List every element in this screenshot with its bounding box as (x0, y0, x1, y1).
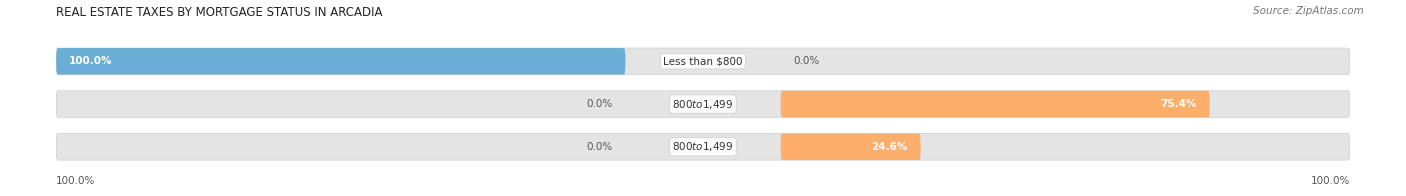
FancyBboxPatch shape (56, 48, 626, 74)
FancyBboxPatch shape (780, 91, 1209, 117)
Text: 100.0%: 100.0% (56, 176, 96, 186)
Text: 75.4%: 75.4% (1160, 99, 1197, 109)
FancyBboxPatch shape (56, 48, 1350, 74)
FancyBboxPatch shape (56, 91, 1350, 117)
FancyBboxPatch shape (780, 133, 921, 160)
Text: 100.0%: 100.0% (69, 56, 112, 66)
Text: 24.6%: 24.6% (872, 142, 908, 152)
Text: 0.0%: 0.0% (586, 142, 613, 152)
Text: 0.0%: 0.0% (793, 56, 820, 66)
Text: 0.0%: 0.0% (586, 99, 613, 109)
Text: Source: ZipAtlas.com: Source: ZipAtlas.com (1253, 6, 1364, 16)
Text: $800 to $1,499: $800 to $1,499 (672, 98, 734, 111)
Text: Less than $800: Less than $800 (664, 56, 742, 66)
Text: $800 to $1,499: $800 to $1,499 (672, 140, 734, 153)
FancyBboxPatch shape (56, 133, 1350, 160)
Text: 100.0%: 100.0% (1310, 176, 1350, 186)
Text: REAL ESTATE TAXES BY MORTGAGE STATUS IN ARCADIA: REAL ESTATE TAXES BY MORTGAGE STATUS IN … (56, 6, 382, 19)
